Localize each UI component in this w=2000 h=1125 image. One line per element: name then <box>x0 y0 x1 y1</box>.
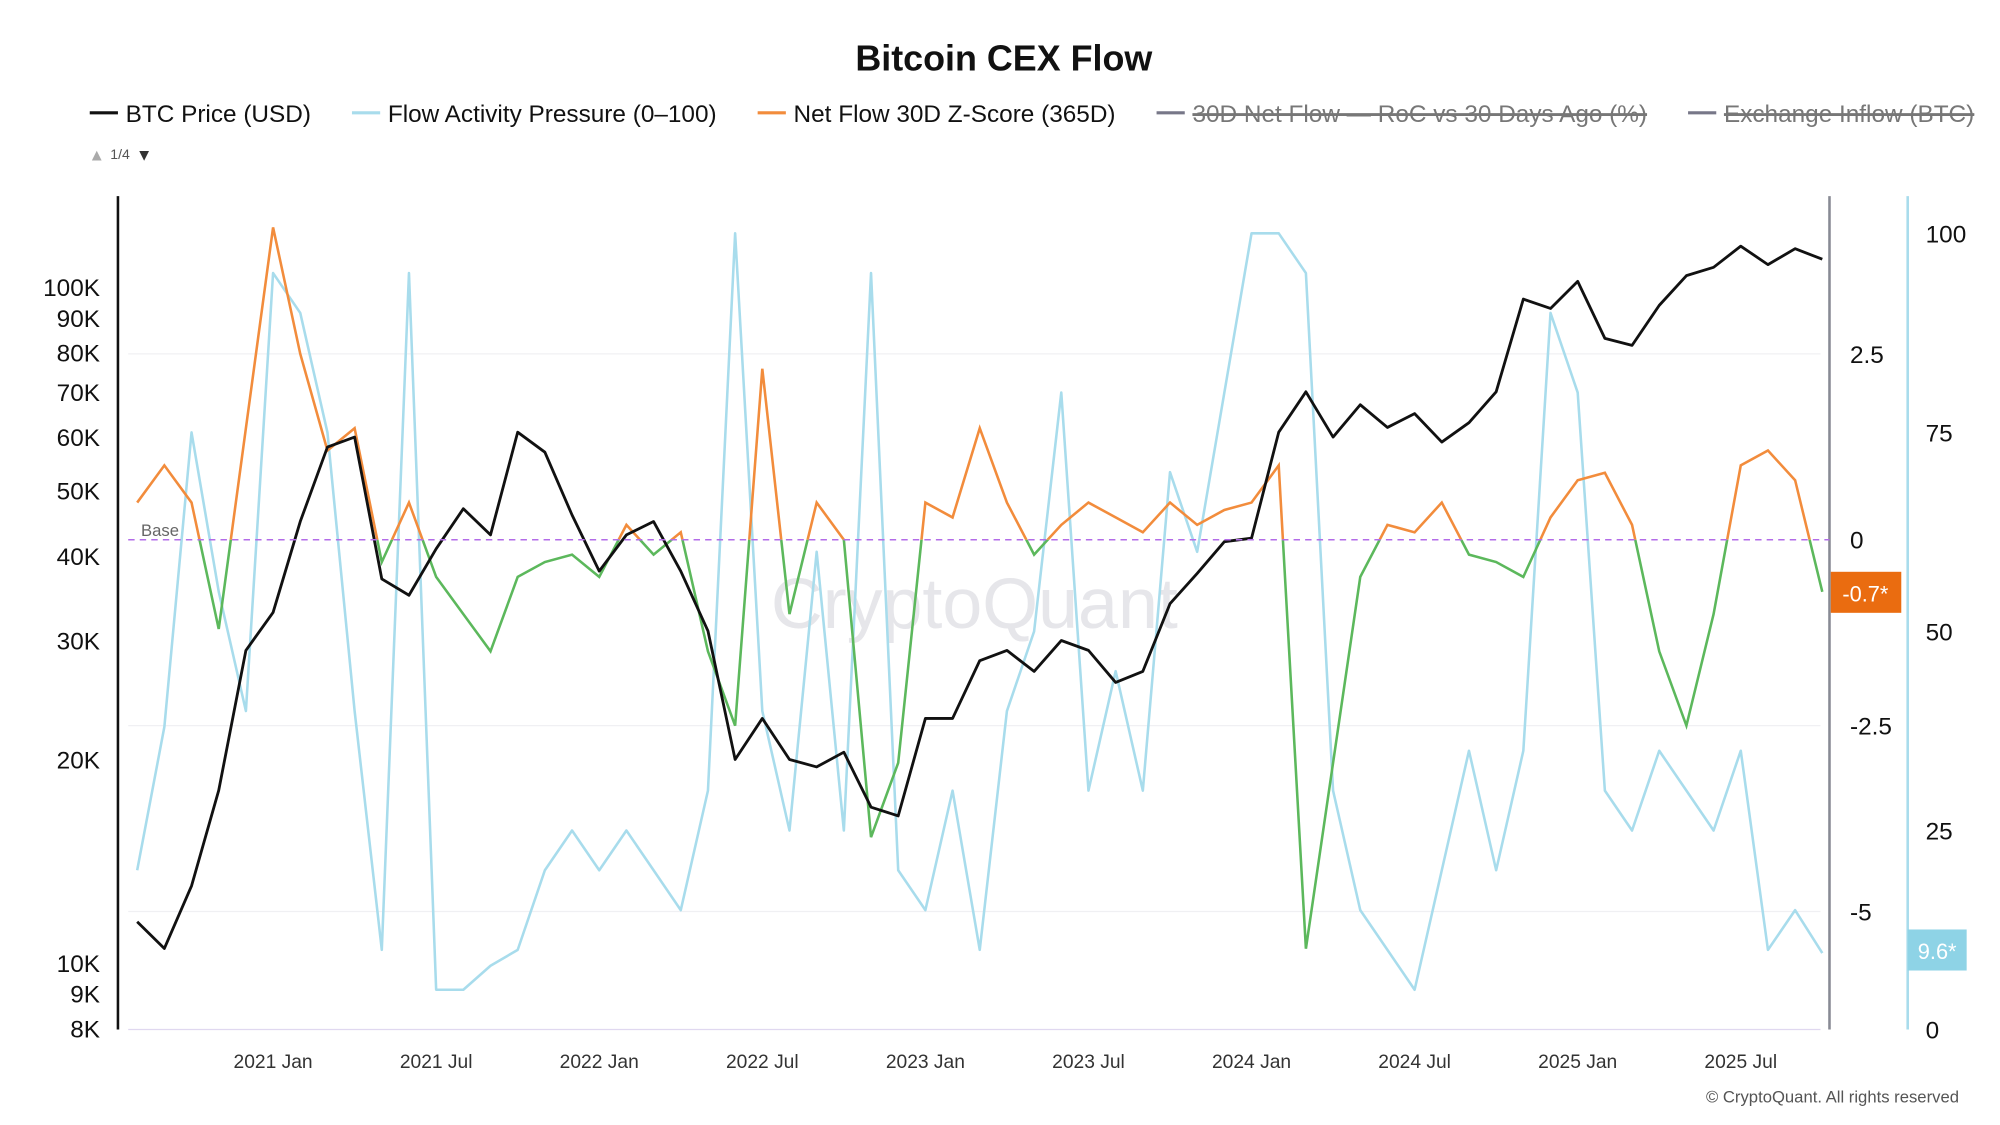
flow-tick-label: 75 <box>1926 420 1953 447</box>
price-tick-label: 50K <box>57 479 100 506</box>
price-tick-label: 10K <box>57 951 100 978</box>
legend-item-1[interactable]: Flow Activity Pressure (0–100) <box>351 101 717 128</box>
legend-page-up-button[interactable]: ▲ <box>88 145 105 164</box>
price-tick-label: 60K <box>57 425 100 452</box>
x-tick-label: 2022 Jan <box>560 1052 639 1073</box>
price-tick-label: 30K <box>57 628 100 655</box>
x-tick-label: 2025 Jul <box>1704 1052 1777 1073</box>
flow-tick-label: 0 <box>1926 1017 1940 1044</box>
legend-item-4[interactable]: Exchange Inflow (BTC) <box>1688 101 1975 128</box>
legend-label: BTC Price (USD) <box>126 101 311 128</box>
price-tick-label: 70K <box>57 380 100 407</box>
x-tick-label: 2023 Jul <box>1052 1052 1125 1073</box>
svg-text:9.6*: 9.6* <box>1918 939 1957 964</box>
legend-label: Net Flow 30D Z-Score (365D) <box>794 101 1116 128</box>
x-tick-label: 2022 Jul <box>726 1052 799 1073</box>
zscore-tick-label: 2.5 <box>1850 342 1884 369</box>
zscore-tick-label: 0 <box>1850 528 1864 555</box>
x-tick-label: 2021 Jan <box>234 1052 313 1073</box>
last-value-flow: 9.6* <box>1907 929 1967 971</box>
price-tick-label: 20K <box>57 747 100 774</box>
zscore-tick-label: -2.5 <box>1850 714 1892 741</box>
x-tick-label: 2021 Jul <box>400 1052 473 1073</box>
svg-text:-0.7*: -0.7* <box>1842 581 1889 606</box>
flow-tick-label: 25 <box>1926 818 1953 845</box>
legend: BTC Price (USD) Flow Activity Pressure (0… <box>89 101 1975 128</box>
last-value-zscore: -0.7* <box>1830 571 1902 613</box>
price-tick-label: 100K <box>43 275 100 302</box>
x-tick-label: 2024 Jul <box>1378 1052 1451 1073</box>
legend-item-3[interactable]: 30D Net Flow — RoC vs 30 Days Ago (%) <box>1156 101 1647 128</box>
flow-tick-label: 50 <box>1926 619 1953 646</box>
chart-title: Bitcoin CEX Flow <box>855 39 1152 79</box>
legend-page-down-button[interactable]: ▼ <box>136 145 153 164</box>
x-tick-label: 2023 Jan <box>886 1052 965 1073</box>
zscore-tick-label: -5 <box>1850 900 1872 927</box>
flow-activity-pressure-line <box>135 232 1824 992</box>
series-layer <box>135 227 1824 992</box>
legend-page-label: 1/4 <box>110 146 130 162</box>
price-tick-label: 9K <box>70 982 100 1009</box>
price-tick-label: 8K <box>70 1016 100 1043</box>
baseline-label: Base <box>141 521 179 540</box>
zscore-line-positive <box>136 227 1811 540</box>
legend-item-0[interactable]: BTC Price (USD) <box>89 101 311 128</box>
price-tick-label: 90K <box>57 306 100 333</box>
footer-copyright: © CryptoQuant. All rights reserved <box>1706 1088 1959 1107</box>
x-tick-label: 2024 Jan <box>1212 1052 1291 1073</box>
legend-label: Flow Activity Pressure (0–100) <box>388 101 717 128</box>
axes: 2.5 0 -2.5 -5 8K 9K 10K 20K 30K 40K 50K 60K 70K 80K 90… <box>43 196 1966 1073</box>
legend-pager: ▲ 1/4 ▼ <box>88 145 152 164</box>
watermark: CryptoQuant <box>771 564 1178 644</box>
price-tick-label: 40K <box>57 544 100 571</box>
price-tick-label: 80K <box>57 341 100 368</box>
x-tick-label: 2025 Jan <box>1538 1052 1617 1073</box>
flow-tick-label: 100 <box>1926 221 1967 248</box>
btc-price-line <box>136 244 1823 950</box>
legend-item-2[interactable]: Net Flow 30D Z-Score (365D) <box>757 101 1116 128</box>
